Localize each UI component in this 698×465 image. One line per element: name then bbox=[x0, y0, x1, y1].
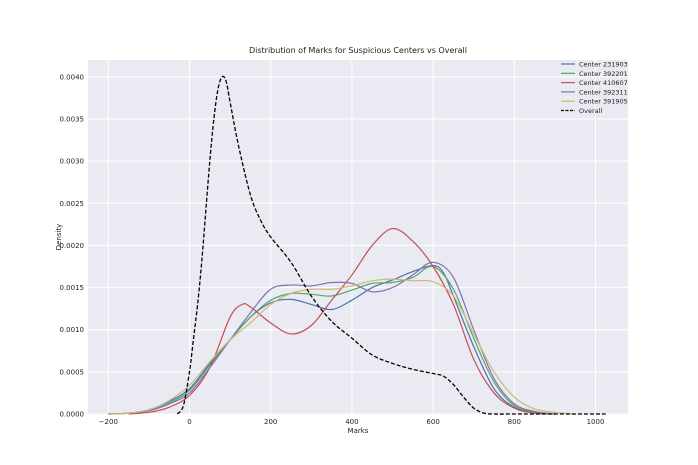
series-line-4 bbox=[108, 278, 576, 415]
series-line-0 bbox=[108, 265, 555, 415]
y-axis-label: Density bbox=[55, 224, 63, 251]
x-axis-ticks: −200 0 200 400 600 800 1000 bbox=[99, 418, 605, 426]
chart-title: Distribution of Marks for Suspicious Cen… bbox=[249, 46, 467, 55]
x-tick-label: 600 bbox=[426, 418, 439, 426]
legend-label-4: Center 391905 bbox=[579, 98, 628, 106]
x-axis-label: Marks bbox=[348, 427, 369, 435]
series-line-5 bbox=[176, 75, 606, 415]
legend-label-1: Center 392201 bbox=[579, 70, 628, 78]
legend-label-2: Center 410607 bbox=[579, 79, 628, 87]
x-tick-label: 200 bbox=[264, 418, 277, 426]
legend-label-0: Center 231903 bbox=[579, 61, 628, 69]
x-tick-label: −200 bbox=[99, 418, 118, 426]
series-line-1 bbox=[108, 265, 555, 415]
y-tick-label: 0.0000 bbox=[60, 411, 85, 419]
y-tick-label: 0.0030 bbox=[60, 158, 85, 166]
y-axis-ticks: 0.0000 0.0005 0.0010 0.0015 0.0020 0.0025 0.00… bbox=[60, 73, 85, 418]
x-tick-label: 400 bbox=[345, 418, 358, 426]
legend-label-5: Overall bbox=[579, 107, 602, 115]
y-tick-label: 0.0025 bbox=[60, 200, 85, 208]
y-tick-label: 0.0005 bbox=[60, 368, 85, 376]
y-tick-label: 0.0015 bbox=[60, 284, 85, 292]
series-lines bbox=[108, 75, 606, 415]
legend-label-3: Center 392311 bbox=[579, 88, 628, 96]
plot-background bbox=[88, 60, 628, 414]
x-tick-label: 1000 bbox=[587, 418, 605, 426]
y-tick-label: 0.0040 bbox=[60, 73, 85, 81]
series-line-2 bbox=[128, 227, 555, 415]
x-tick-label: 0 bbox=[187, 418, 191, 426]
y-tick-label: 0.0020 bbox=[60, 242, 85, 250]
y-tick-label: 0.0010 bbox=[60, 326, 85, 334]
y-tick-label: 0.0035 bbox=[60, 116, 85, 124]
x-tick-label: 800 bbox=[508, 418, 521, 426]
